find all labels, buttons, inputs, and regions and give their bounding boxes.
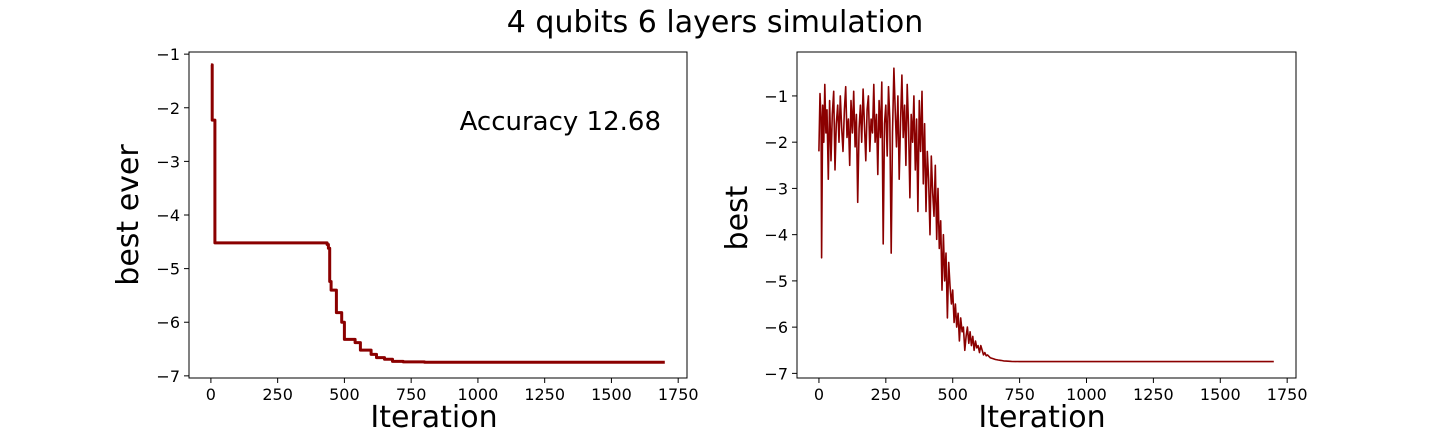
chart-best-xlabel: Iteration bbox=[978, 400, 1105, 432]
chart-best-ever-xtick-label: 1000 bbox=[458, 385, 499, 404]
chart-best-ever-xtick-label: 1500 bbox=[591, 385, 632, 404]
figure-title: 4 qubits 6 layers simulation bbox=[507, 5, 923, 40]
chart-best-ever: 0 250 500 750 1000 1250 1500 1750 −7 −6 −5 −4 −3 −2 −1… bbox=[111, 45, 699, 432]
chart-best-ever-ylabel: best ever bbox=[111, 144, 146, 286]
chart-best-ever-annotation: Accuracy 12.68 bbox=[460, 107, 661, 137]
chart-best-ever-xtick-label: 1250 bbox=[524, 385, 565, 404]
chart-best-ever-ytick-label: −5 bbox=[156, 260, 180, 279]
chart-best-xtick-label: 750 bbox=[1004, 385, 1035, 404]
chart-best-ticks: 0 250 500 750 1000 1250 1500 1750 −7 −6 −5 −4 −3 −2 −1 bbox=[764, 87, 1307, 404]
chart-best-ytick-label: −5 bbox=[764, 272, 788, 291]
chart-best-ever-xtick-label: 1750 bbox=[658, 385, 699, 404]
chart-best-ytick-label: −6 bbox=[764, 318, 788, 337]
chart-best-ytick-label: −2 bbox=[764, 133, 788, 152]
chart-best-ever-ytick-label: −6 bbox=[156, 313, 180, 332]
chart-best-ever-series-line-0 bbox=[210, 63, 665, 364]
chart-best-ever-ticks: 0 250 500 750 1000 1250 1500 1750 −7 −6 −5 −4 −3 −2 −1 bbox=[156, 45, 698, 404]
chart-best-xtick-label: 0 bbox=[814, 385, 824, 404]
chart-best-ever-ytick-label: −2 bbox=[156, 99, 180, 118]
chart-best-ever-ytick-label: −3 bbox=[156, 152, 180, 171]
chart-best-ytick-label: −7 bbox=[764, 364, 788, 383]
chart-best-ever-ytick-label: −7 bbox=[156, 367, 180, 386]
chart-best-ever-ytick-label: −4 bbox=[156, 206, 180, 225]
chart-best-xtick-label: 1250 bbox=[1133, 385, 1174, 404]
chart-best-ylabel: best bbox=[720, 185, 755, 250]
chart-best-ever-xlabel: Iteration bbox=[370, 400, 497, 432]
chart-best-ever-xtick-label: 0 bbox=[206, 385, 216, 404]
chart-best-xtick-label: 250 bbox=[871, 385, 902, 404]
chart-best: 0 250 500 750 1000 1250 1500 1750 −7 −6 −5 −4 −3 −2 −1… bbox=[720, 51, 1308, 432]
chart-best-frame bbox=[796, 51, 1297, 379]
chart-best-ever-xtick-label: 750 bbox=[396, 385, 427, 404]
chart-best-ever-xtick-label: 500 bbox=[329, 385, 360, 404]
chart-best-ever-marks bbox=[210, 63, 665, 364]
chart-best-xtick-label: 1750 bbox=[1267, 385, 1308, 404]
chart-best-xtick-label: 1000 bbox=[1066, 385, 1107, 404]
chart-best-ytick-label: −4 bbox=[764, 226, 788, 245]
chart-best-xtick-label: 1500 bbox=[1200, 385, 1241, 404]
chart-best-xtick-label: 500 bbox=[937, 385, 968, 404]
chart-best-ever-xtick-label: 250 bbox=[262, 385, 293, 404]
chart-best-marks bbox=[818, 67, 1274, 363]
chart-best-ever-ytick-label: −1 bbox=[156, 45, 180, 64]
chart-best-ytick-label: −3 bbox=[764, 179, 788, 198]
chart-best-series-line-0 bbox=[818, 67, 1274, 363]
chart-best-ever-frame bbox=[188, 51, 688, 379]
chart-best-ytick-label: −1 bbox=[764, 87, 788, 106]
